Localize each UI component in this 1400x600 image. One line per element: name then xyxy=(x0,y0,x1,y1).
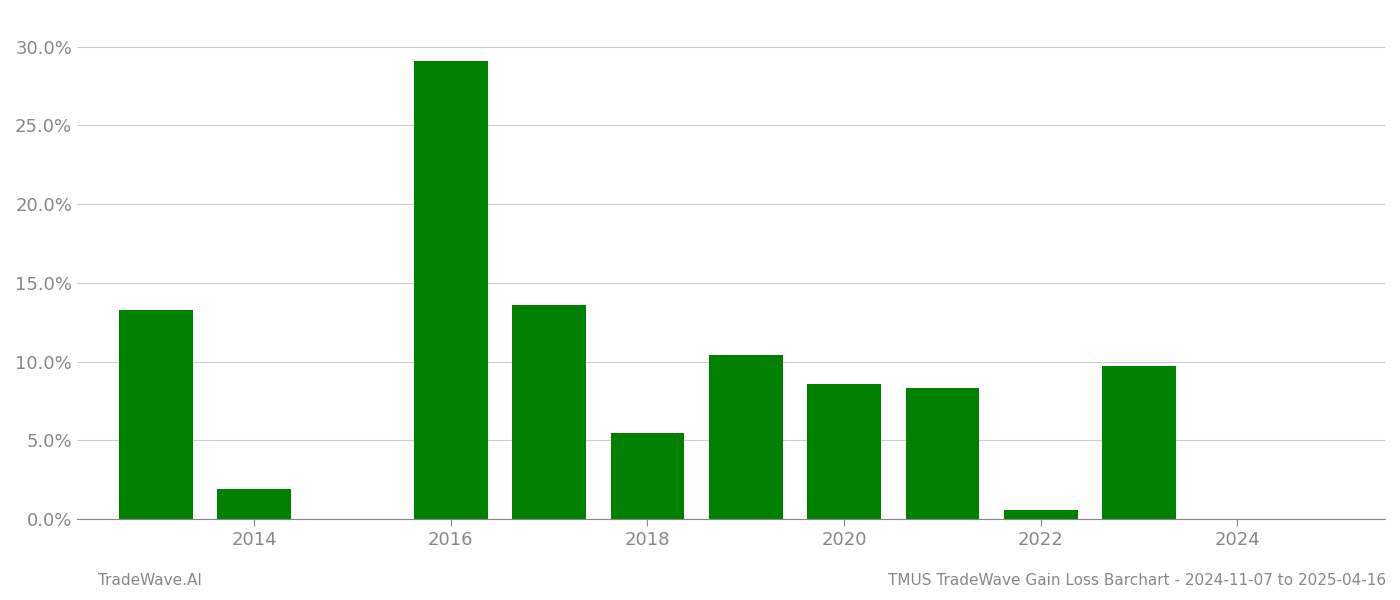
Text: TradeWave.AI: TradeWave.AI xyxy=(98,573,202,588)
Bar xyxy=(217,489,291,519)
Bar xyxy=(414,61,487,519)
Bar xyxy=(610,433,685,519)
Bar xyxy=(512,305,587,519)
Bar xyxy=(906,388,980,519)
Text: TMUS TradeWave Gain Loss Barchart - 2024-11-07 to 2025-04-16: TMUS TradeWave Gain Loss Barchart - 2024… xyxy=(888,573,1386,588)
Bar xyxy=(708,355,783,519)
Bar xyxy=(1102,367,1176,519)
Bar xyxy=(119,310,193,519)
Bar xyxy=(1004,510,1078,519)
Bar xyxy=(808,383,881,519)
